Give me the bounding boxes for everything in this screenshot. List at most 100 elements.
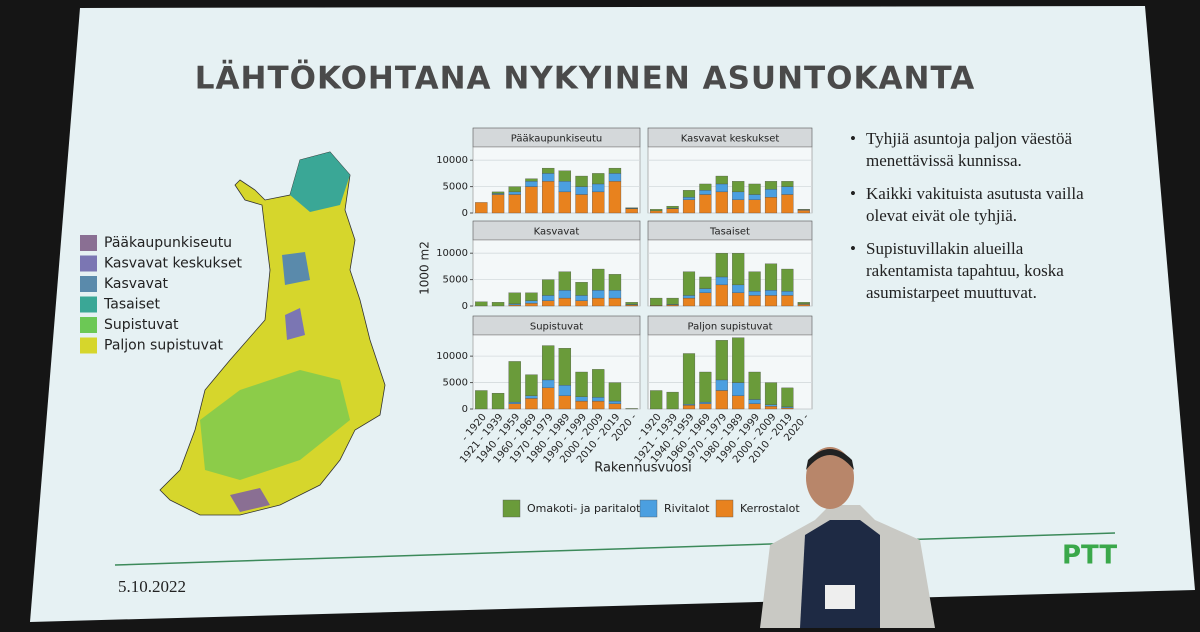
bar-segment (732, 395, 745, 410)
y-tick-label: 5000 (443, 275, 468, 286)
bar-segment (699, 403, 712, 410)
legend-label: Rivitalot (664, 502, 710, 515)
bar-segment (682, 405, 696, 410)
bar-segment (541, 279, 555, 296)
bullet-dot: • (850, 129, 856, 148)
bar-segment (558, 290, 572, 299)
bar-segment (650, 210, 663, 214)
bar-segment (781, 194, 794, 214)
bar-segment (475, 390, 488, 410)
bar-segment (699, 194, 712, 214)
bar-segment (748, 371, 761, 400)
bar-segment (525, 374, 538, 396)
y-tick-label: 5000 (443, 182, 468, 193)
presenter-shirt (800, 520, 880, 628)
bar-segment (558, 348, 572, 386)
bar-segment (715, 390, 728, 410)
bar-segment (608, 382, 622, 402)
map-region (230, 488, 270, 512)
bar-segment (666, 205, 679, 209)
bar-segment (508, 191, 521, 195)
map-legend-label: Kasvavat (104, 276, 169, 292)
bar-segment (592, 268, 605, 291)
bar-segment (625, 304, 638, 307)
bar-segment (650, 390, 663, 410)
logo: PTT (1062, 541, 1117, 571)
map-legend-label: Tasaiset (103, 297, 160, 313)
bar-segment (558, 170, 572, 182)
bar-segment (797, 304, 810, 307)
bar-segment (781, 295, 794, 307)
bar-segment (491, 193, 505, 195)
y-axis-title: 1000 m2 (418, 241, 432, 295)
bar-segment (764, 404, 778, 407)
bar-segment (764, 189, 778, 198)
bar-segment (608, 403, 622, 410)
bar-segment (525, 398, 538, 410)
map-region (290, 152, 350, 212)
bar-segment (715, 175, 728, 185)
bar-segment (748, 399, 761, 404)
map-legend-label: Supistuvat (104, 317, 179, 333)
bar-segment (541, 387, 555, 410)
panel-title: Kasvavat keskukset (681, 134, 780, 145)
map-legend-swatch (80, 296, 97, 313)
bar-segment (650, 209, 663, 212)
bar-segment (592, 191, 605, 214)
bar-segment (699, 371, 712, 403)
bar-segment (682, 404, 696, 406)
bar-segment (699, 183, 712, 191)
presenter (760, 447, 935, 628)
map-region (285, 308, 305, 340)
bar-segment (748, 403, 761, 410)
y-tick-label: 0 (462, 301, 468, 312)
y-tick-label: 10000 (436, 155, 468, 166)
slide (30, 6, 1195, 622)
bar-segment (682, 295, 696, 299)
panel-title: Paljon supistuvat (687, 322, 772, 333)
footer-line (114, 532, 1116, 566)
bar-segment (575, 396, 588, 402)
bar-segment (508, 186, 521, 193)
bar-segment (797, 210, 810, 214)
bar-segment (592, 173, 605, 185)
bar-segment (608, 400, 622, 404)
bar-segment (625, 408, 638, 410)
bar-segment (592, 400, 605, 410)
bar-segment (491, 302, 505, 307)
bar-segment (732, 284, 745, 293)
bar-segment (592, 297, 605, 307)
legend-swatch (639, 499, 658, 518)
bar-segment (625, 207, 638, 209)
bar-segment (666, 208, 679, 214)
bar-segment (764, 382, 778, 405)
bar-segment (575, 282, 588, 296)
bar-segment (475, 202, 488, 214)
bar-segment (748, 183, 761, 195)
bullet: Kaikki vakituista asutusta vailla olevat … (866, 184, 1084, 225)
presenter-head (806, 447, 854, 509)
bar-segment (781, 181, 794, 187)
bar-segment (797, 302, 810, 305)
bar-segment (541, 167, 555, 174)
bar-segment (525, 395, 538, 399)
bar-segment (732, 253, 745, 286)
map-legend-label: Paljon supistuvat (104, 338, 224, 354)
bar-segment (732, 292, 745, 307)
bar-segment (764, 295, 778, 307)
bar-segment (575, 300, 588, 307)
y-tick-label: 0 (462, 208, 468, 219)
bar-segment (508, 401, 521, 404)
bar-segment (491, 194, 505, 214)
map-region (282, 252, 310, 285)
bar-segment (575, 175, 588, 187)
map (159, 151, 386, 516)
bar-segment (764, 406, 778, 410)
bar-segment (525, 300, 538, 304)
bullet: Supistuvillakin alueilla rakentamista tap… (866, 239, 1064, 302)
bullet-dot: • (850, 184, 856, 203)
bar-segment (592, 290, 605, 299)
bar-segment (525, 303, 538, 307)
bar-segment (491, 392, 505, 410)
